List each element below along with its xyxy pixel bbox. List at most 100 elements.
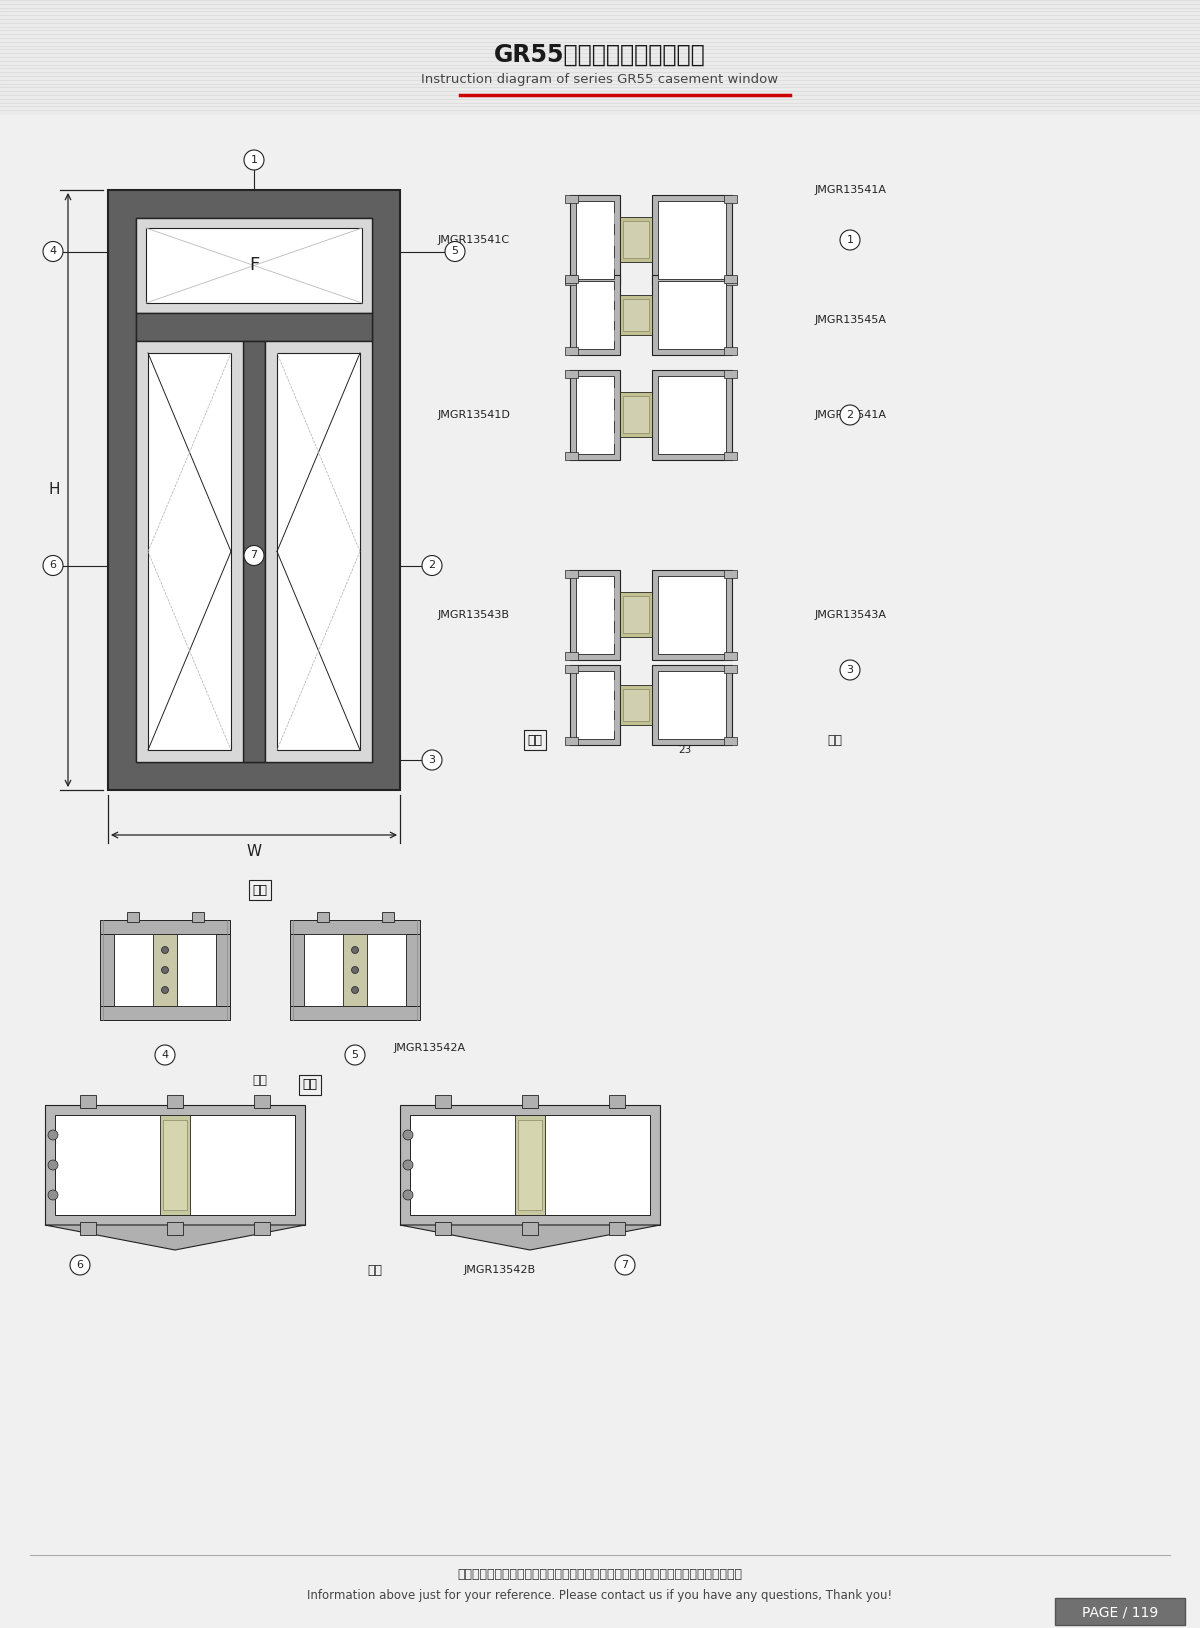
Bar (652, 275, 732, 355)
Text: 室外: 室外 (367, 1263, 383, 1276)
Bar (652, 195, 732, 285)
Circle shape (162, 987, 168, 993)
Circle shape (616, 1255, 635, 1275)
Bar (436, 1223, 451, 1236)
Text: W: W (246, 843, 262, 858)
Bar (100, 920, 230, 934)
Bar (724, 275, 737, 283)
Bar (80, 1096, 96, 1109)
Bar (515, 1115, 545, 1214)
Circle shape (422, 555, 442, 576)
Bar (623, 396, 649, 433)
Bar (565, 664, 578, 672)
Text: JMGR13542B: JMGR13542B (464, 1265, 536, 1275)
Bar (146, 228, 362, 303)
Bar (167, 1096, 182, 1109)
Circle shape (346, 1045, 365, 1065)
Bar (167, 1223, 182, 1236)
Text: 23: 23 (678, 746, 691, 755)
Text: 3: 3 (428, 755, 436, 765)
Bar (658, 282, 726, 348)
Bar (0, 0, 1200, 116)
Bar (570, 570, 620, 659)
Text: JMGR13541C: JMGR13541C (438, 234, 510, 244)
Text: Instruction diagram of series GR55 casement window: Instruction diagram of series GR55 casem… (421, 73, 779, 86)
Bar (154, 934, 178, 1006)
Bar (620, 685, 652, 724)
Bar (163, 1120, 187, 1210)
Circle shape (840, 659, 860, 681)
Bar (304, 934, 406, 1006)
Text: 6: 6 (49, 560, 56, 570)
Bar (724, 347, 737, 355)
Bar (623, 596, 649, 633)
Bar (724, 737, 737, 746)
Bar (570, 195, 620, 285)
Circle shape (244, 545, 264, 565)
Bar (620, 593, 652, 637)
Bar (136, 340, 242, 762)
Bar (724, 664, 737, 672)
Circle shape (352, 967, 359, 974)
Bar (724, 277, 737, 285)
Bar (114, 934, 216, 1006)
Text: JMGR13543B: JMGR13543B (438, 610, 510, 620)
Circle shape (155, 1045, 175, 1065)
Bar (136, 218, 372, 313)
Circle shape (445, 241, 466, 262)
Bar (400, 1105, 660, 1224)
Circle shape (403, 1190, 413, 1200)
Bar (317, 912, 329, 921)
Bar (576, 282, 614, 348)
Bar (522, 1096, 538, 1109)
Bar (136, 218, 372, 762)
Bar (253, 1096, 270, 1109)
Bar (608, 1096, 625, 1109)
Text: 2: 2 (428, 560, 436, 570)
Text: 3: 3 (846, 664, 853, 676)
Text: 4: 4 (49, 246, 56, 257)
Text: 5: 5 (352, 1050, 359, 1060)
Bar (576, 200, 614, 278)
Circle shape (43, 555, 64, 576)
Text: 室内: 室内 (302, 1078, 318, 1091)
Bar (658, 200, 726, 278)
Bar (253, 1223, 270, 1236)
Bar (565, 570, 578, 578)
Bar (724, 195, 737, 204)
Text: F: F (248, 257, 259, 275)
Circle shape (352, 987, 359, 993)
Text: 7: 7 (622, 1260, 629, 1270)
Bar (652, 570, 732, 659)
Bar (658, 671, 726, 739)
Bar (522, 1223, 538, 1236)
Bar (216, 934, 230, 1006)
Text: 1: 1 (846, 234, 853, 244)
Polygon shape (46, 1224, 305, 1250)
Text: JMGR13541A: JMGR13541A (815, 186, 887, 195)
Bar (724, 651, 737, 659)
Bar (608, 1223, 625, 1236)
Circle shape (422, 751, 442, 770)
Bar (518, 1120, 542, 1210)
Polygon shape (400, 1224, 660, 1250)
Bar (576, 671, 614, 739)
Text: 2: 2 (846, 410, 853, 420)
Bar (570, 664, 620, 746)
Circle shape (403, 1130, 413, 1140)
Bar (290, 920, 420, 934)
Bar (623, 689, 649, 721)
Bar (724, 453, 737, 461)
Bar (436, 1096, 451, 1109)
Circle shape (48, 1190, 58, 1200)
Bar (100, 1006, 230, 1021)
Bar (343, 934, 367, 1006)
Text: JMGR13543A: JMGR13543A (815, 610, 887, 620)
Bar (100, 934, 114, 1006)
Text: H: H (48, 482, 60, 498)
Circle shape (162, 946, 168, 954)
Bar (620, 392, 652, 436)
Circle shape (840, 230, 860, 251)
Bar (55, 1115, 295, 1214)
Bar (565, 370, 578, 378)
